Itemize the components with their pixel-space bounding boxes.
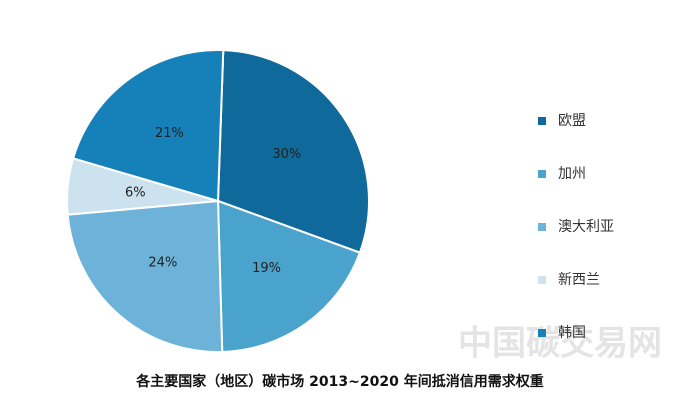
legend-swatch <box>538 223 546 231</box>
data-label: 24% <box>148 256 177 271</box>
pie-slice <box>71 49 225 203</box>
data-label: 30% <box>272 147 301 162</box>
watermark: 中国碳交易网 <box>458 324 662 364</box>
legend-label: 韩国 <box>558 325 586 341</box>
pie-slice <box>216 199 362 353</box>
legend-label: 新西兰 <box>558 272 600 288</box>
legend-swatch <box>538 329 546 337</box>
legend-label: 澳大利亚 <box>558 219 614 235</box>
data-label: 6% <box>125 185 146 200</box>
legend-swatch <box>538 276 546 284</box>
data-label: 19% <box>252 261 281 276</box>
pie-slice <box>66 199 224 353</box>
legend-label: 欧盟 <box>558 113 586 129</box>
legend-swatch <box>538 117 546 125</box>
data-label: 21% <box>155 126 184 141</box>
chart-title: 各主要国家（地区）碳市场 2013~2020 年间抵消信用需求权重 <box>135 373 543 390</box>
pie-slice <box>216 49 370 254</box>
legend-label: 加州 <box>558 166 586 182</box>
legend-swatch <box>538 170 546 178</box>
